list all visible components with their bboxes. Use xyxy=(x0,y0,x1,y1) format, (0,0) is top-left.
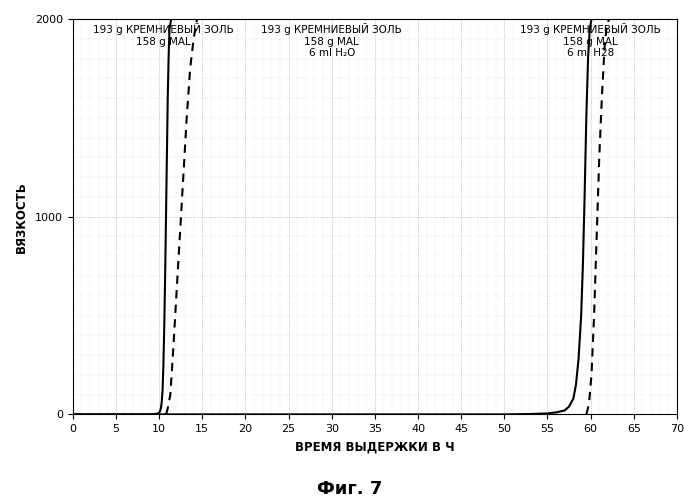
Text: Фиг. 7: Фиг. 7 xyxy=(317,480,382,498)
Y-axis label: ВЯЗКОСТЬ: ВЯЗКОСТЬ xyxy=(15,181,28,252)
Text: 193 g КРЕМНИЕВЫЙ ЗОЛЬ
158 g MAL: 193 g КРЕМНИЕВЫЙ ЗОЛЬ 158 g MAL xyxy=(93,23,233,46)
Text: 193 g КРЕМНИЕВЫЙ ЗОЛЬ
158 g MAL
6 ml H₂O: 193 g КРЕМНИЕВЫЙ ЗОЛЬ 158 g MAL 6 ml H₂O xyxy=(261,23,402,58)
X-axis label: ВРЕМЯ ВЫДЕРЖКИ В Ч: ВРЕМЯ ВЫДЕРЖКИ В Ч xyxy=(295,441,454,454)
Text: 193 g КРЕМНИЕВЫЙ ЗОЛЬ
158 g MAL
6 ml H28: 193 g КРЕМНИЕВЫЙ ЗОЛЬ 158 g MAL 6 ml H28 xyxy=(520,23,661,58)
